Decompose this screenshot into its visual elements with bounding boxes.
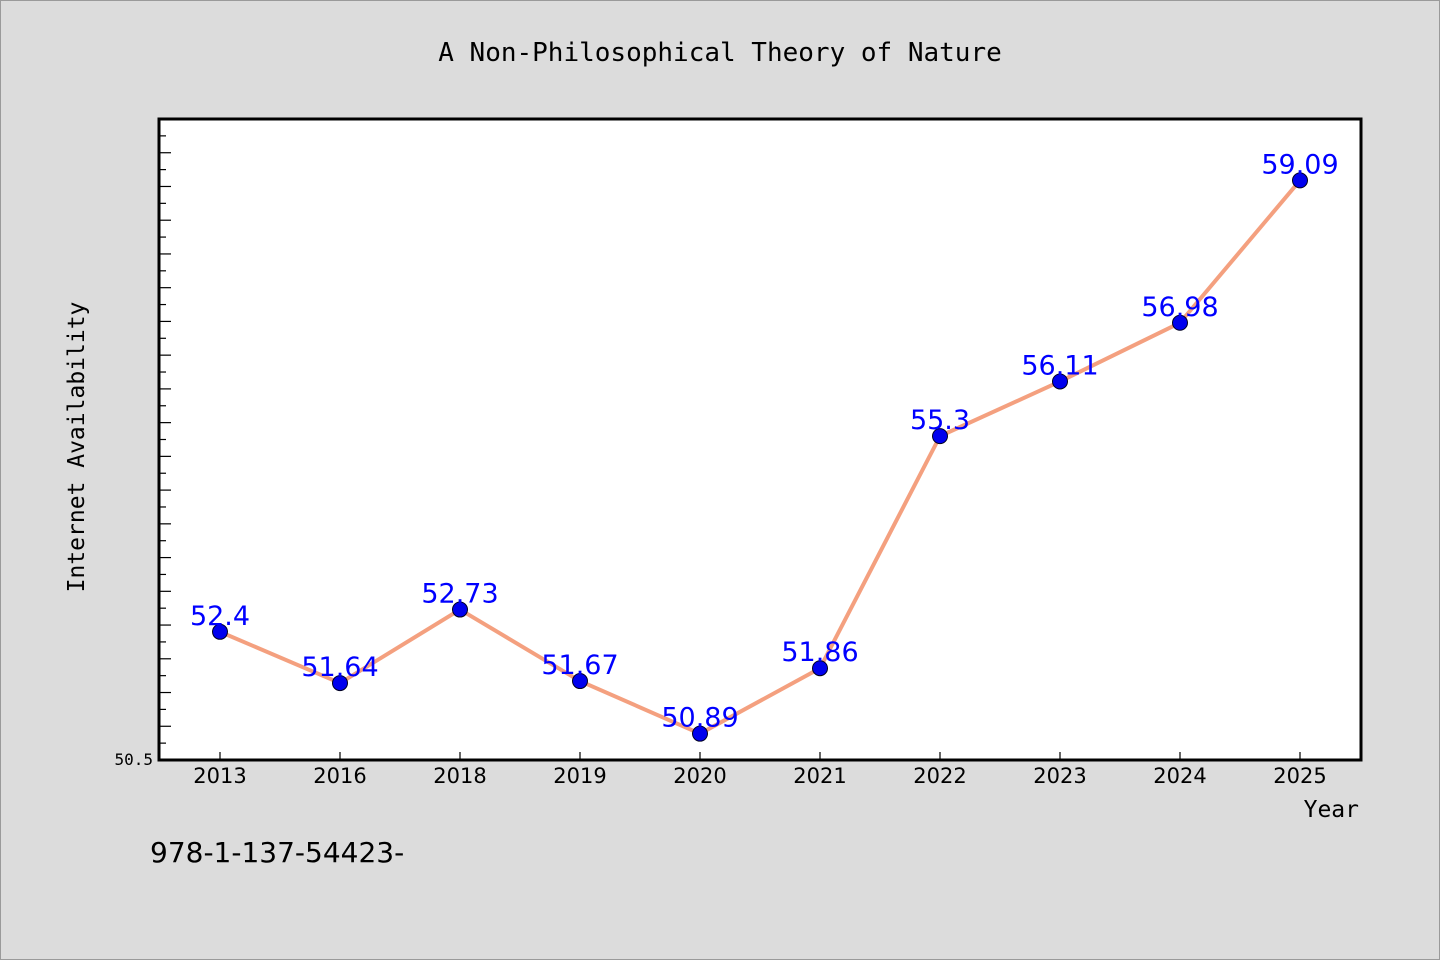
series-line [219,179,1302,736]
data-label: 52.73 [421,579,498,610]
x-tick-label: 2013 [193,764,246,788]
x-tick-label: 2016 [313,764,366,788]
series-marker [1052,373,1068,390]
data-labels: 52.4 51.64 52.73 51.67 50.89 51.86 55.3 56.11 56… [190,149,1339,733]
y-axis-ticks [159,118,171,761]
series-marker [932,428,948,445]
series-marker [1292,172,1308,189]
data-label: 56.98 [1141,292,1218,323]
plot-area [157,117,1363,762]
y-axis-tick-labels: 50.5 [114,750,153,769]
x-tick-label: 2020 [673,764,726,788]
x-tick-label: 2021 [793,764,846,788]
x-tick-label: 2018 [433,764,486,788]
x-axis-ticks [219,752,1301,760]
series-marker [452,601,468,618]
data-label: 52.4 [190,601,250,632]
series-marker [572,673,588,690]
data-label: 51.67 [541,650,618,681]
series-marker [212,623,228,640]
y-axis-label: Internet Availability [64,302,90,593]
x-tick-label: 2025 [1273,764,1326,788]
footer-identifier: 978-1-137-54423- [150,836,404,869]
chart-title: A Non-Philosophical Theory of Nature [438,38,1002,68]
data-label: 51.86 [781,637,858,668]
series-marker [812,660,828,677]
x-axis-label: Year [1304,797,1359,823]
x-tick-label: 2022 [913,764,966,788]
data-label: 51.64 [301,652,378,683]
data-label: 50.89 [661,703,738,734]
x-tick-label: 2023 [1033,764,1086,788]
x-tick-label: 2024 [1153,764,1206,788]
series-marker [332,675,348,692]
data-label: 55.3 [910,405,970,436]
series-markers [212,172,1308,742]
series-marker [692,725,708,742]
data-label: 59.09 [1261,149,1338,180]
x-tick-label: 2019 [553,764,606,788]
series-marker [1172,314,1188,331]
y-tick-label: 50.5 [114,750,153,769]
data-label: 56.11 [1021,350,1098,381]
x-axis-tick-labels: 2013 2016 2018 2019 2020 2021 2022 2023 2024 2025 [193,764,1326,788]
